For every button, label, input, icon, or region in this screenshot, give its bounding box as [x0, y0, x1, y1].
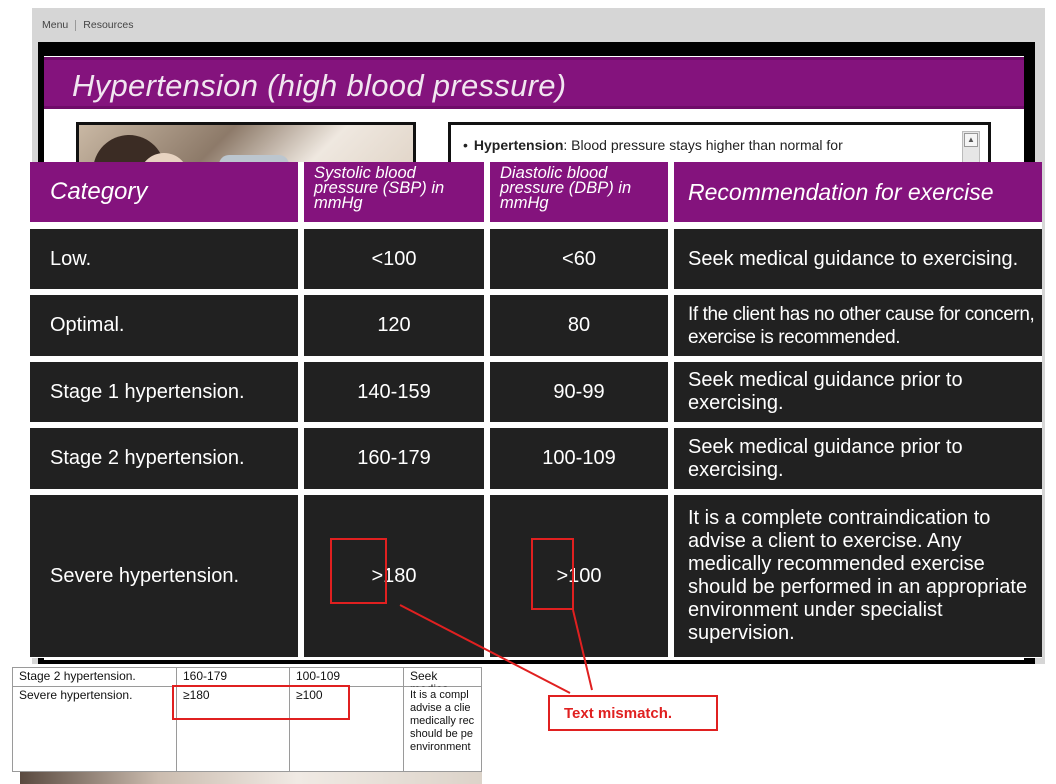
blood-pressure-table: Category Systolic blood pressure (SBP) i… — [30, 162, 1042, 658]
resources-link[interactable]: Resources — [83, 19, 134, 31]
row-stage2-category: Stage 2 hypertension. — [30, 428, 298, 489]
header-category: Category — [30, 162, 298, 222]
row-optimal-sbp: 120 — [304, 295, 484, 356]
row-optimal-dbp: 80 — [490, 295, 668, 356]
slide-title: Hypertension (high blood pressure) — [72, 68, 567, 103]
row-optimal-recommendation: If the client has no other cause for con… — [674, 295, 1042, 356]
header-sbp: Systolic blood pressure (SBP) in mmHg — [304, 162, 484, 222]
row-low-category: Low. — [30, 229, 298, 289]
menu-link[interactable]: Menu — [42, 19, 69, 31]
row-stage1-category: Stage 1 hypertension. — [30, 362, 298, 422]
slide-title-bar: Hypertension (high blood pressure) — [44, 57, 1024, 109]
doc-severe-category: Severe hypertension. — [19, 688, 133, 702]
document-table-snippet: Stage 2 hypertension. 160-179 100-109 Se… — [12, 667, 482, 772]
bottom-photo-strip — [20, 772, 482, 784]
scroll-up-arrow-icon[interactable]: ▲ — [964, 133, 978, 147]
row-stage2-sbp: 160-179 — [304, 428, 484, 489]
hypertension-term: Hypertension — [473, 137, 564, 153]
row-optimal-category: Optimal. — [30, 295, 298, 356]
row-severe-recommendation: It is a complete contraindication to adv… — [674, 495, 1042, 657]
row-low-sbp: <100 — [304, 229, 484, 289]
doc-severe-sbp: ≥180 — [176, 687, 289, 771]
doc-stage2-dbp: 100-109 — [289, 668, 403, 687]
row-stage1-recommendation: Seek medical guidance prior to exercisin… — [674, 362, 1042, 422]
doc-stage2-sbp: 160-179 — [176, 668, 289, 687]
mismatch-highlight-doc — [172, 685, 350, 720]
header-dbp: Diastolic blood pressure (DBP) in mmHg — [490, 162, 668, 222]
top-nav: Menu Resources — [32, 8, 1045, 42]
hypertension-definition: : Blood pressure stays higher than norma… — [563, 137, 843, 153]
row-low-recommendation: Seek medical guidance to exercising. — [674, 229, 1042, 289]
row-stage2-recommendation: Seek medical guidance prior to exercisin… — [674, 428, 1042, 489]
row-stage1-sbp: 140-159 — [304, 362, 484, 422]
row-low-dbp: <60 — [490, 229, 668, 289]
doc-severe-recommendation: It is a compl advise a clie medically re… — [403, 687, 481, 771]
doc-row-severe: Severe hypertension. ≥180 ≥100 It is a c… — [13, 687, 481, 771]
nav-divider — [75, 19, 77, 31]
text-mismatch-label: Text mismatch. — [548, 695, 718, 731]
header-recommendation: Recommendation for exercise — [674, 162, 1042, 222]
doc-stage2-recommendation: Seek medica — [403, 668, 481, 687]
row-stage1-dbp: 90-99 — [490, 362, 668, 422]
row-severe-dbp: >100 — [490, 495, 668, 657]
row-stage2-dbp: 100-109 — [490, 428, 668, 489]
row-severe-category: Severe hypertension. — [30, 495, 298, 657]
mismatch-highlight-dbp — [531, 538, 574, 610]
mismatch-highlight-sbp — [330, 538, 387, 604]
doc-stage2-category: Stage 2 hypertension. — [19, 669, 136, 683]
doc-severe-dbp: ≥100 — [289, 687, 403, 771]
bullet-icon: • — [463, 137, 468, 153]
